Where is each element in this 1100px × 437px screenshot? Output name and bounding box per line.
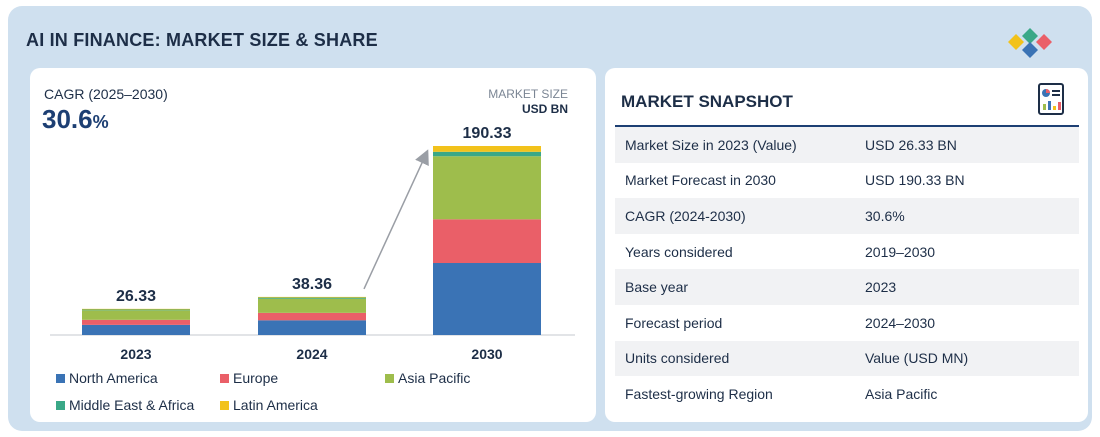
row-value: 2023 xyxy=(850,269,1079,305)
snapshot-table: Market Size in 2023 (Value) USD 26.33 BN … xyxy=(615,127,1079,412)
bar-segment-2030-middle-east-africa xyxy=(433,151,541,157)
data-label-2024: 38.36 xyxy=(292,276,332,293)
bar-segment-2023-middle-east-africa xyxy=(82,309,190,311)
table-row: Fastest-growing Region Asia Pacific xyxy=(615,376,1079,412)
bar-segment-2024-middle-east-africa xyxy=(258,297,366,299)
bar-segment-2030-europe xyxy=(433,219,541,264)
table-row: Market Forecast in 2030 USD 190.33 BN xyxy=(615,163,1079,199)
row-label: CAGR (2024-2030) xyxy=(615,198,850,234)
bar-segment-2023-europe xyxy=(82,319,190,325)
row-value: USD 190.33 BN xyxy=(865,172,965,189)
row-label: Forecast period xyxy=(625,314,723,331)
legend-item-middle-east-africa: Middle East & Africa xyxy=(56,397,194,413)
unit-label-bottom: USD BN xyxy=(521,102,568,116)
legend-swatch xyxy=(220,400,229,410)
cagr-number: 30.6 xyxy=(42,104,93,134)
x-tick-label-2023: 2023 xyxy=(120,346,151,362)
legend-swatch xyxy=(56,373,65,383)
legend-swatch xyxy=(56,400,65,410)
x-tick-label-2024: 2024 xyxy=(296,346,327,362)
legend-item-latin-america: Latin America xyxy=(220,397,318,413)
legend-label: Latin America xyxy=(233,397,318,413)
legend-label: Middle East & Africa xyxy=(69,397,195,413)
row-value: Asia Pacific xyxy=(865,385,938,402)
bar-segment-2023-asia-pacific xyxy=(82,310,190,320)
legend-swatch xyxy=(385,373,394,383)
cagr-value: 30.6% xyxy=(42,104,109,135)
table-row: Forecast period 2024–2030 xyxy=(615,305,1079,341)
legend-label: North America xyxy=(69,370,158,386)
row-label: Market Size in 2023 (Value) xyxy=(615,127,850,163)
bar-segment-2023-north-america xyxy=(82,324,190,335)
snapshot-divider xyxy=(615,125,1079,127)
row-label: Units considered xyxy=(615,340,850,377)
bar-segment-2024-latin-america xyxy=(258,296,366,298)
bar-segment-2024-europe xyxy=(258,312,366,321)
row-label: Base year xyxy=(615,269,850,305)
snapshot-title: MARKET SNAPSHOT xyxy=(621,92,793,111)
table-row: CAGR (2024-2030) 30.6% xyxy=(615,198,1079,234)
data-label-2030: 190.33 xyxy=(463,125,512,142)
bar-segment-2024-asia-pacific xyxy=(258,298,366,313)
market-snapshot-card: MARKET SNAPSHOT Market Size in 2023 (Val… xyxy=(605,68,1088,422)
table-row: Units considered Value (USD MN) xyxy=(615,340,1079,377)
legend-label: Asia Pacific xyxy=(398,370,471,386)
diamond-cluster-logo xyxy=(1008,28,1052,58)
cagr-unit: % xyxy=(92,112,109,132)
row-label: Fastest-growing Region xyxy=(625,385,773,402)
legend-swatch xyxy=(220,373,229,383)
bar-segment-2024-north-america xyxy=(258,320,366,335)
legend-item-europe: Europe xyxy=(220,370,278,386)
growth-arrow xyxy=(363,149,429,290)
row-value: 2024–2030 xyxy=(865,314,936,331)
bar-segment-2030-latin-america xyxy=(433,146,541,152)
x-tick-label-2030: 2030 xyxy=(471,346,502,362)
row-value: Value (USD MN) xyxy=(850,340,1079,377)
table-row: Base year 2023 xyxy=(615,269,1079,305)
chart-card: CAGR (2025–2030) 30.6% MARKET SIZE USD B… xyxy=(30,68,596,422)
row-value: USD 26.33 BN xyxy=(850,127,1079,163)
legend-item-asia-pacific: Asia Pacific xyxy=(385,370,470,386)
legend-label: Europe xyxy=(233,370,279,386)
infographic-frame: AI IN FINANCE: MARKET SIZE & SHARE CAGR … xyxy=(8,6,1092,431)
row-label: Market Forecast in 2030 xyxy=(625,172,776,189)
row-value: 30.6% xyxy=(850,198,1079,234)
bar-segment-2023-latin-america xyxy=(82,308,190,310)
data-label-2023: 26.33 xyxy=(116,288,156,305)
row-label: Years considered xyxy=(625,243,733,260)
table-row: Market Size in 2023 (Value) USD 26.33 BN xyxy=(615,127,1079,163)
table-row: Years considered 2019–2030 xyxy=(615,234,1079,270)
page-title: AI IN FINANCE: MARKET SIZE & SHARE xyxy=(26,30,378,50)
unit-label-top: MARKET SIZE xyxy=(488,87,568,101)
report-document-icon xyxy=(1038,83,1064,115)
legend-item-north-america: North America xyxy=(56,370,158,386)
bar-segment-2030-north-america xyxy=(433,263,541,335)
bar-segment-2030-asia-pacific xyxy=(433,156,541,220)
stacked-bar-chart: 26.33 2023 38.36 2024 190.33 2030 xyxy=(50,125,575,362)
row-value: 2019–2030 xyxy=(865,243,936,260)
cagr-label: CAGR (2025–2030) xyxy=(44,86,168,102)
